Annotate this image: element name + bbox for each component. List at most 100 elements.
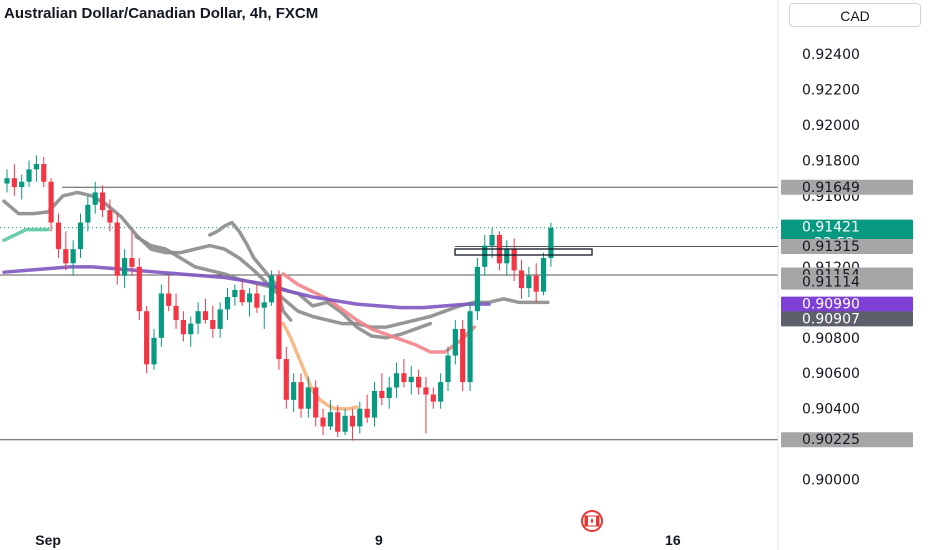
candle bbox=[474, 258, 480, 321]
y-tick-label: 0.90400 bbox=[802, 402, 860, 418]
candle bbox=[48, 178, 54, 232]
candle bbox=[533, 263, 539, 303]
candle bbox=[489, 227, 495, 258]
price-tag: 0.90907 bbox=[781, 311, 913, 327]
candle bbox=[144, 305, 150, 374]
candle bbox=[327, 399, 333, 430]
candle bbox=[342, 408, 348, 436]
y-tick-label: 0.92000 bbox=[802, 118, 860, 134]
price-tag: 0.91114 bbox=[781, 274, 913, 291]
price-tag-label: 0.91114 bbox=[802, 275, 860, 291]
canada-flag-icon[interactable] bbox=[581, 510, 603, 532]
candle bbox=[173, 293, 179, 329]
candle bbox=[379, 373, 385, 406]
x-tick-label: Sep bbox=[35, 532, 61, 548]
price-tag-label: 0.90990 bbox=[802, 297, 860, 313]
candle bbox=[313, 380, 319, 427]
y-tick-label: 0.90800 bbox=[802, 331, 860, 347]
candle bbox=[210, 305, 216, 338]
candle bbox=[540, 252, 547, 296]
candle bbox=[548, 222, 554, 267]
candle bbox=[430, 387, 436, 409]
candle bbox=[92, 181, 98, 214]
candle bbox=[276, 270, 282, 370]
candle bbox=[423, 376, 429, 434]
moving-average-line bbox=[281, 321, 359, 411]
candle bbox=[4, 169, 10, 193]
candle bbox=[298, 373, 304, 418]
candle bbox=[283, 346, 289, 409]
chart-title: Australian Dollar/Canadian Dollar, 4h, F… bbox=[4, 5, 318, 22]
price-tag: 0.90990 bbox=[781, 296, 913, 313]
candle bbox=[526, 266, 532, 298]
candle bbox=[41, 156, 47, 188]
candle bbox=[85, 195, 91, 232]
candle bbox=[122, 249, 128, 289]
candle bbox=[335, 405, 341, 438]
price-tag-label: 0.91315 bbox=[802, 239, 860, 255]
candle bbox=[195, 302, 201, 335]
y-tick-label: 0.92200 bbox=[802, 83, 860, 99]
candle bbox=[393, 362, 400, 399]
candle bbox=[349, 408, 356, 441]
candle bbox=[33, 155, 39, 182]
candle bbox=[261, 295, 267, 329]
candle bbox=[136, 258, 142, 321]
candle bbox=[269, 270, 275, 306]
price-tags: 0.916490.9142123:520.913150.911540.91114… bbox=[781, 179, 913, 448]
candle bbox=[408, 366, 414, 395]
candles bbox=[4, 155, 554, 441]
x-tick-label: 16 bbox=[665, 532, 681, 548]
candle bbox=[217, 302, 223, 338]
currency-button[interactable]: CAD bbox=[789, 3, 921, 27]
candle bbox=[158, 284, 164, 347]
candle bbox=[224, 288, 231, 321]
candle bbox=[460, 320, 466, 391]
horizontal-levels bbox=[0, 186, 778, 441]
candle bbox=[77, 213, 84, 258]
price-tag-label: 0.91649 bbox=[802, 180, 860, 196]
price-tag-label: 0.90225 bbox=[802, 432, 860, 448]
candle bbox=[291, 373, 297, 413]
candle bbox=[188, 316, 194, 347]
price-tag-label: 0.90907 bbox=[802, 311, 860, 327]
price-tag: 0.91315 bbox=[781, 238, 913, 255]
drawn-rectangle[interactable] bbox=[454, 248, 593, 256]
moving-average-line bbox=[2, 265, 491, 310]
candle bbox=[254, 284, 260, 313]
candle bbox=[371, 382, 378, 427]
candle bbox=[114, 213, 120, 285]
y-tick-label: 0.92400 bbox=[802, 47, 860, 63]
candle bbox=[357, 401, 363, 434]
moving-average-line bbox=[2, 227, 50, 243]
candle bbox=[107, 199, 113, 232]
candle bbox=[452, 320, 458, 365]
candle bbox=[511, 238, 517, 282]
candle bbox=[70, 240, 76, 276]
x-axis: Sep91623 bbox=[35, 532, 681, 548]
candle bbox=[246, 288, 253, 317]
candle bbox=[11, 164, 17, 196]
candle bbox=[151, 328, 157, 370]
candle bbox=[445, 346, 451, 391]
candle bbox=[180, 311, 186, 342]
y-tick-label: 0.91800 bbox=[802, 153, 860, 169]
x-tick-label: 9 bbox=[375, 532, 383, 548]
candle bbox=[416, 369, 422, 395]
price-tag: 0.91649 bbox=[781, 179, 913, 196]
candle bbox=[467, 302, 473, 391]
moving-average-line bbox=[281, 272, 477, 354]
candle bbox=[63, 231, 69, 271]
y-tick-label: 0.90000 bbox=[802, 473, 860, 489]
y-tick-label: 0.90600 bbox=[802, 366, 860, 382]
moving-averages bbox=[2, 190, 550, 411]
candle bbox=[518, 259, 525, 299]
candle bbox=[202, 298, 209, 324]
candle bbox=[320, 408, 326, 436]
price-tag-label: 0.91421 bbox=[802, 220, 860, 236]
candle bbox=[19, 174, 25, 200]
candle bbox=[239, 281, 245, 306]
candle bbox=[386, 376, 392, 409]
candle bbox=[438, 373, 444, 409]
